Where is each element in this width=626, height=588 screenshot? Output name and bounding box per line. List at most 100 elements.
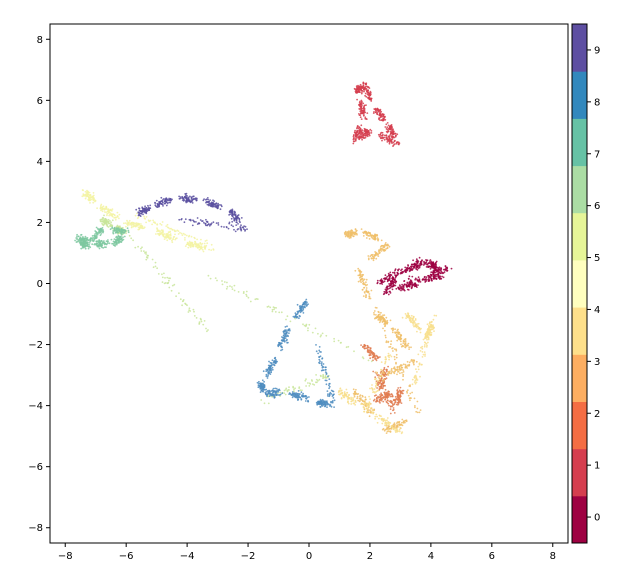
data-point <box>108 214 111 217</box>
data-point <box>93 234 96 237</box>
data-point <box>346 392 348 394</box>
data-point <box>434 271 437 274</box>
data-point <box>362 114 365 117</box>
data-point <box>104 218 107 220</box>
data-point <box>284 393 287 396</box>
data-point <box>319 402 322 405</box>
data-point <box>356 98 358 101</box>
data-point <box>207 223 210 226</box>
data-point <box>394 282 397 284</box>
data-point <box>140 212 143 215</box>
data-point <box>382 314 384 317</box>
data-point <box>415 284 417 286</box>
data-point <box>98 231 100 234</box>
y-tick-label: 2 <box>37 218 43 229</box>
data-point <box>385 391 388 394</box>
data-point <box>165 197 168 200</box>
data-point <box>181 304 184 307</box>
data-point <box>108 242 111 245</box>
data-point <box>194 237 196 240</box>
data-point <box>392 276 395 279</box>
data-point <box>195 199 198 201</box>
data-point <box>419 328 421 331</box>
data-point <box>201 246 204 249</box>
data-point <box>296 303 299 306</box>
data-point <box>182 197 185 200</box>
data-point <box>181 234 184 237</box>
data-point <box>409 317 412 320</box>
colorbar-tick-label: 8 <box>594 97 600 108</box>
data-point <box>399 372 401 375</box>
data-point <box>170 289 173 292</box>
data-point <box>410 268 413 271</box>
data-point <box>235 221 238 224</box>
data-point <box>223 226 225 228</box>
data-point <box>286 331 288 334</box>
data-point <box>384 424 386 427</box>
data-point <box>324 402 326 405</box>
data-point <box>162 235 165 238</box>
data-point <box>429 323 432 326</box>
data-point <box>136 212 138 215</box>
data-point <box>371 389 374 391</box>
data-point <box>292 315 295 318</box>
data-point <box>385 138 388 140</box>
data-point <box>392 409 394 412</box>
data-point <box>367 86 369 88</box>
data-point <box>386 131 389 134</box>
data-point <box>221 283 224 286</box>
data-point <box>430 325 432 328</box>
data-point <box>410 346 412 349</box>
data-point <box>384 362 386 365</box>
data-point <box>397 332 399 335</box>
data-point <box>414 405 416 407</box>
data-point <box>203 242 206 245</box>
data-point <box>411 378 414 381</box>
data-point <box>272 363 274 366</box>
data-point <box>368 401 371 403</box>
data-point <box>209 199 212 202</box>
data-point <box>375 109 377 112</box>
data-point <box>383 329 386 332</box>
data-point <box>187 197 190 200</box>
data-point <box>238 220 241 223</box>
data-point <box>291 392 294 395</box>
data-point <box>425 278 428 281</box>
data-point <box>280 342 283 345</box>
data-point <box>113 241 116 244</box>
data-point <box>362 102 365 105</box>
data-point <box>372 352 375 354</box>
data-point <box>382 119 384 121</box>
data-point <box>402 363 405 366</box>
data-point <box>184 302 187 305</box>
data-point <box>400 334 402 337</box>
data-point <box>242 226 245 229</box>
data-point <box>388 140 390 143</box>
data-point <box>147 219 150 222</box>
data-point <box>322 366 325 368</box>
data-point <box>393 140 396 143</box>
data-point <box>146 208 149 211</box>
data-point <box>420 363 423 366</box>
data-point <box>391 128 394 130</box>
data-point <box>111 208 114 211</box>
data-point <box>297 392 299 395</box>
data-point <box>396 389 399 392</box>
data-point <box>280 345 282 348</box>
data-point <box>144 218 147 220</box>
data-point <box>375 316 378 318</box>
data-point <box>228 221 231 224</box>
data-point <box>91 235 94 237</box>
data-point <box>387 124 390 127</box>
data-point <box>418 411 421 414</box>
data-point <box>354 138 357 141</box>
x-tick-label: 6 <box>489 551 495 562</box>
data-point <box>265 391 268 393</box>
data-point <box>160 224 163 226</box>
data-point <box>387 390 390 393</box>
cluster-5-points <box>81 189 215 253</box>
data-point <box>102 247 105 249</box>
data-point <box>318 356 321 359</box>
data-point <box>318 349 321 352</box>
data-point <box>197 243 200 246</box>
